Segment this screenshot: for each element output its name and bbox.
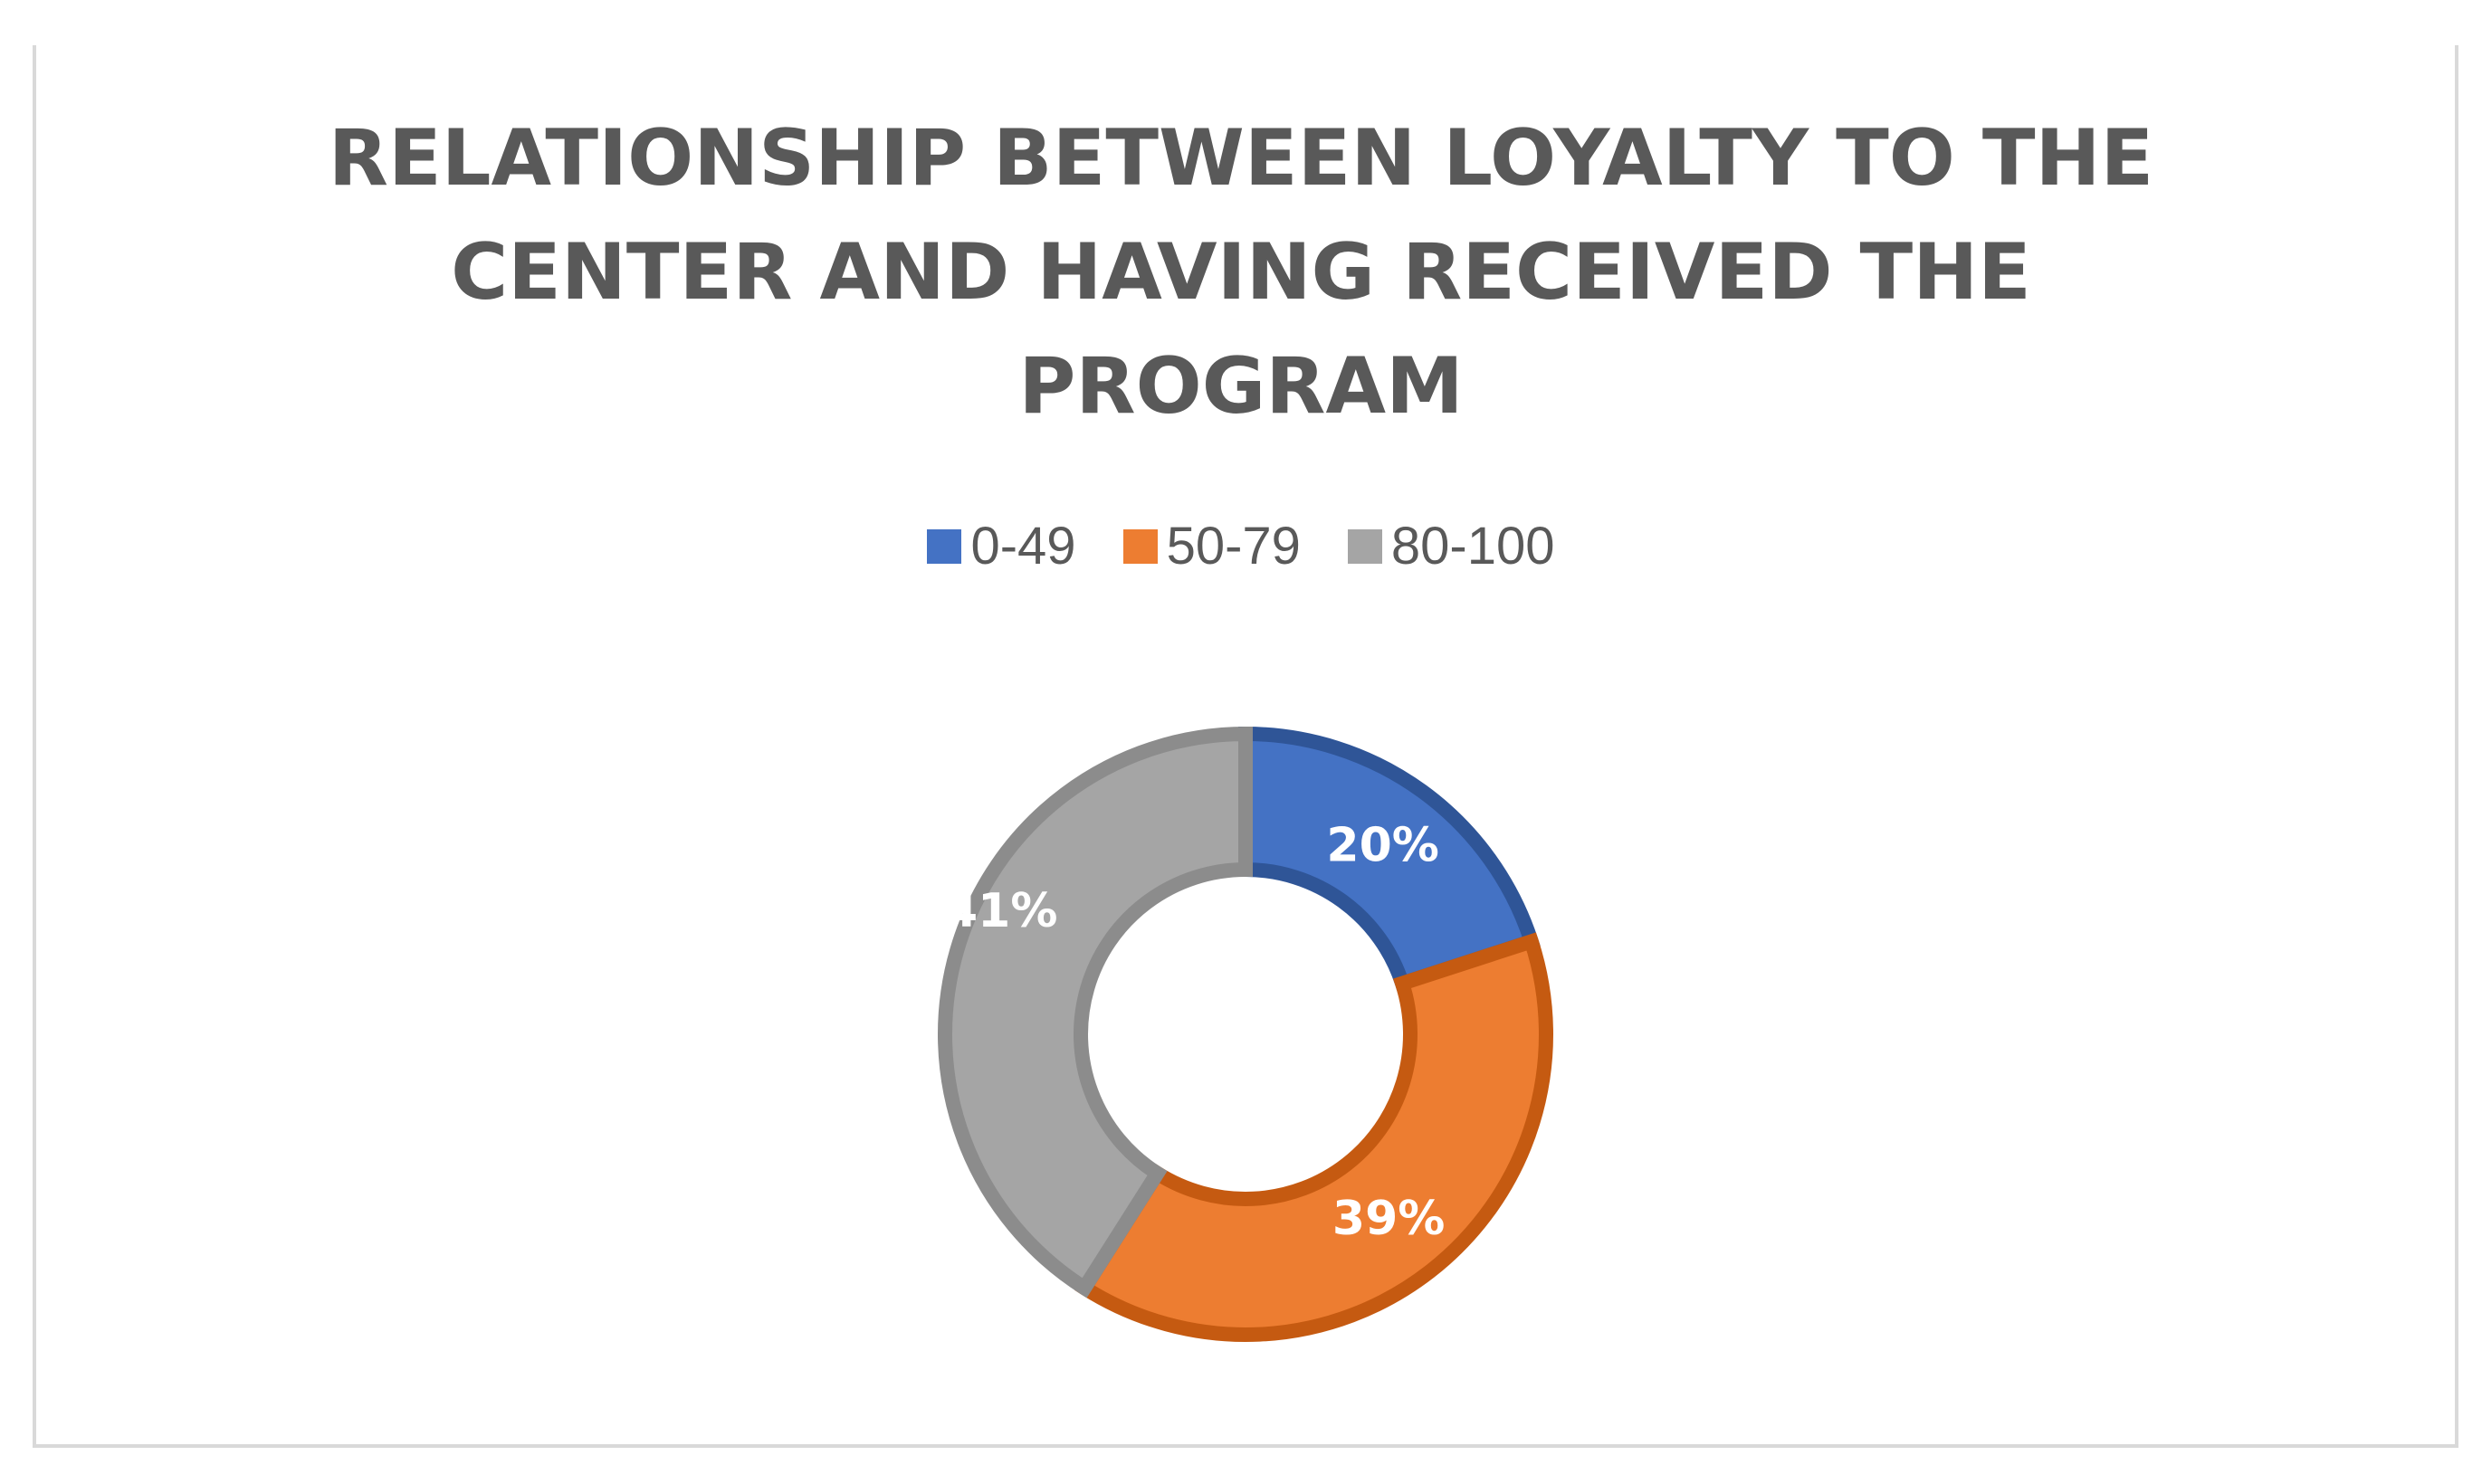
legend-item-50-79: 50-79: [1122, 516, 1301, 576]
legend-item-0-49: 0-49: [927, 516, 1076, 576]
slice-label-0-49: 20%: [1326, 818, 1438, 872]
slice-label-50-79: 39%: [1332, 1192, 1445, 1246]
slice-label-80-100: 41%: [945, 884, 1057, 938]
donut-slice-80-100: [938, 726, 1253, 1298]
chart-title: RELATIONSHIP BETWEEN LOYALTY TO THE CENT…: [0, 101, 2482, 443]
chart-title-line-3: PROGRAM: [1018, 341, 1464, 432]
legend-label-0-49: 0-49: [970, 517, 1076, 576]
chart-legend: 0-49 50-79 80-100: [0, 516, 2482, 576]
chart-title-line-1: RELATIONSHIP BETWEEN LOYALTY TO THE: [328, 113, 2154, 204]
legend-item-80-100: 80-100: [1347, 516, 1555, 576]
donut-slice-50-79: [1074, 932, 1553, 1342]
donut-slice-0-49: [1238, 726, 1541, 993]
legend-swatch-50-79: [1122, 528, 1158, 564]
chart-title-line-2: CENTER AND HAVING RECEIVED THE: [451, 227, 2031, 318]
legend-label-80-100: 80-100: [1390, 517, 1555, 576]
legend-swatch-0-49: [927, 528, 962, 564]
legend-label-50-79: 50-79: [1166, 517, 1301, 576]
legend-swatch-80-100: [1347, 528, 1382, 564]
chart-frame: [33, 45, 2458, 1448]
